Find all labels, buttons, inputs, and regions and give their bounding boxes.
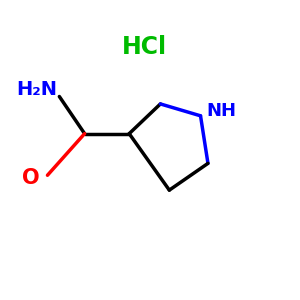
Text: O: O: [22, 168, 40, 188]
Text: HCl: HCl: [122, 35, 167, 59]
Text: H₂N: H₂N: [16, 80, 58, 99]
Text: NH: NH: [206, 102, 236, 120]
